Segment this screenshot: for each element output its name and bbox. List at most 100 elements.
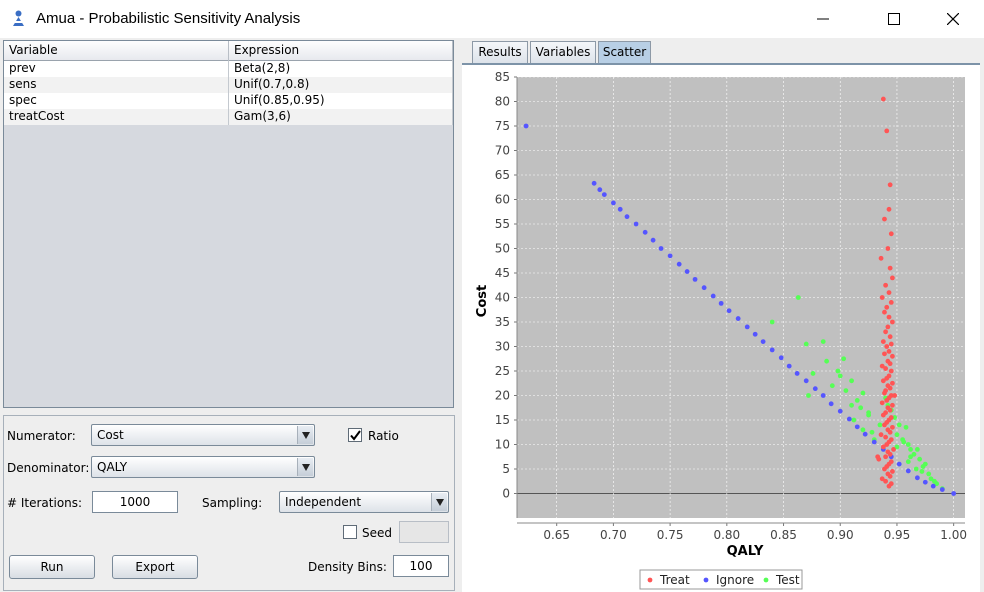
variable-name-cell[interactable]: sens [4, 77, 229, 93]
scatter-point-test [877, 422, 883, 428]
run-button[interactable]: Run [9, 555, 95, 579]
scatter-point-ignore [778, 355, 784, 361]
x-tick-label: 0.90 [827, 528, 854, 542]
scatter-point-ignore [752, 331, 758, 337]
scatter-point-test [795, 295, 801, 300]
expression-cell[interactable]: Unif(0.85,0.95) [229, 93, 453, 109]
y-tick-label: 60 [495, 193, 510, 207]
variable-name-cell[interactable]: spec [4, 93, 229, 109]
y-tick-label: 85 [495, 70, 510, 84]
chevron-down-icon[interactable] [297, 426, 313, 444]
tab-scatter[interactable]: Scatter [598, 41, 651, 63]
scatter-point-treat [887, 429, 893, 435]
scatter-point-treat [888, 231, 894, 237]
scatter-point-ignore [846, 416, 852, 422]
ratio-checkbox[interactable] [348, 428, 362, 442]
table-row[interactable]: treatCost Gam(3,6) [4, 109, 453, 125]
scatter-point-treat [882, 351, 887, 357]
scatter-point-ignore [837, 408, 843, 414]
table-row[interactable]: spec Unif(0.85,0.95) [4, 93, 453, 109]
seed-field[interactable] [399, 521, 449, 543]
scatter-point-ignore [803, 378, 809, 384]
scatter-point-ignore [650, 237, 656, 243]
x-tick-label: 1.00 [940, 528, 967, 542]
chevron-down-icon[interactable] [297, 458, 313, 476]
x-tick-label: 0.65 [543, 528, 570, 542]
y-tick-label: 30 [495, 340, 510, 354]
scatter-point-treat [880, 444, 886, 450]
scatter-point-ignore [862, 431, 868, 437]
scatter-point-test [905, 442, 911, 447]
y-tick-label: 70 [495, 144, 510, 158]
variable-name-cell[interactable]: prev [4, 61, 229, 77]
scatter-point-treat [888, 300, 894, 305]
variables-table: Variable Expression prev Beta(2,8) sens … [4, 41, 453, 125]
scatter-point-treat [887, 265, 893, 271]
scatter-point-ignore [922, 479, 928, 485]
export-button[interactable]: Export [112, 555, 198, 579]
scatter-point-treat [883, 454, 889, 460]
y-tick-label: 15 [495, 413, 510, 427]
close-button[interactable] [930, 0, 976, 38]
sampling-value: Independent [285, 495, 362, 509]
variable-name-cell[interactable]: treatCost [4, 109, 229, 125]
column-header-expression[interactable]: Expression [229, 41, 453, 61]
scatter-point-treat [879, 363, 885, 369]
expression-cell[interactable]: Beta(2,8) [229, 61, 453, 77]
scatter-point-ignore [684, 269, 690, 274]
minimize-icon [817, 18, 829, 20]
seed-checkbox[interactable] [343, 525, 357, 539]
numerator-select[interactable]: Cost [91, 424, 315, 446]
numerator-value: Cost [97, 428, 124, 442]
scatter-point-treat [886, 349, 892, 354]
y-axis-label: Cost [475, 285, 490, 317]
x-tick-label: 0.75 [657, 528, 684, 542]
maximize-button[interactable] [871, 0, 917, 38]
y-tick-label: 50 [495, 242, 510, 256]
scatter-point-ignore [591, 180, 597, 186]
tab-variables[interactable]: Variables [530, 41, 596, 63]
iterations-field[interactable]: 1000 [92, 491, 178, 513]
scatter-point-treat [884, 344, 890, 349]
scatter-point-treat [883, 329, 889, 335]
expression-cell[interactable]: Unif(0.7,0.8) [229, 77, 453, 93]
chevron-down-icon[interactable] [431, 493, 447, 511]
legend-swatch [763, 577, 769, 583]
scatter-point-treat [882, 216, 887, 222]
density-bins-field[interactable]: 100 [393, 555, 449, 577]
scatter-point-treat [884, 128, 890, 134]
scatter-point-test [901, 439, 907, 445]
data-points [523, 96, 957, 496]
ratio-label: Ratio [368, 429, 399, 443]
table-row[interactable]: prev Beta(2,8) [4, 61, 453, 77]
minimize-button[interactable] [800, 0, 846, 38]
scatter-point-treat [890, 424, 895, 430]
scatter-point-ignore [769, 347, 775, 353]
scatter-point-treat [879, 400, 885, 406]
y-tick-label: 55 [495, 217, 510, 231]
sampling-select[interactable]: Independent [279, 491, 449, 513]
scatter-point-treat [886, 290, 892, 295]
denominator-select[interactable]: QALY [91, 456, 315, 478]
scatter-point-ignore [905, 468, 911, 474]
iterations-label: # Iterations: [7, 496, 83, 510]
legend-swatch [647, 577, 653, 583]
scatter-point-ignore [951, 491, 957, 496]
tab-results[interactable]: Results [472, 41, 528, 63]
scatter-point-ignore [523, 123, 529, 129]
table-row[interactable]: sens Unif(0.7,0.8) [4, 77, 453, 93]
scatter-point-ignore [794, 371, 800, 376]
column-header-variable[interactable]: Variable [4, 41, 229, 61]
scatter-point-test [849, 402, 854, 408]
scatter-point-treat [890, 469, 895, 474]
expression-cell[interactable]: Gam(3,6) [229, 109, 453, 125]
scatter-point-ignore [710, 293, 716, 299]
scatter-point-ignore [624, 214, 630, 220]
scatter-point-ignore [735, 316, 741, 321]
scatter-point-treat [880, 412, 886, 418]
scatter-point-test [869, 429, 875, 435]
scatter-point-treat [883, 434, 889, 440]
scatter-point-test [824, 358, 830, 364]
scatter-point-ignore [611, 200, 616, 206]
